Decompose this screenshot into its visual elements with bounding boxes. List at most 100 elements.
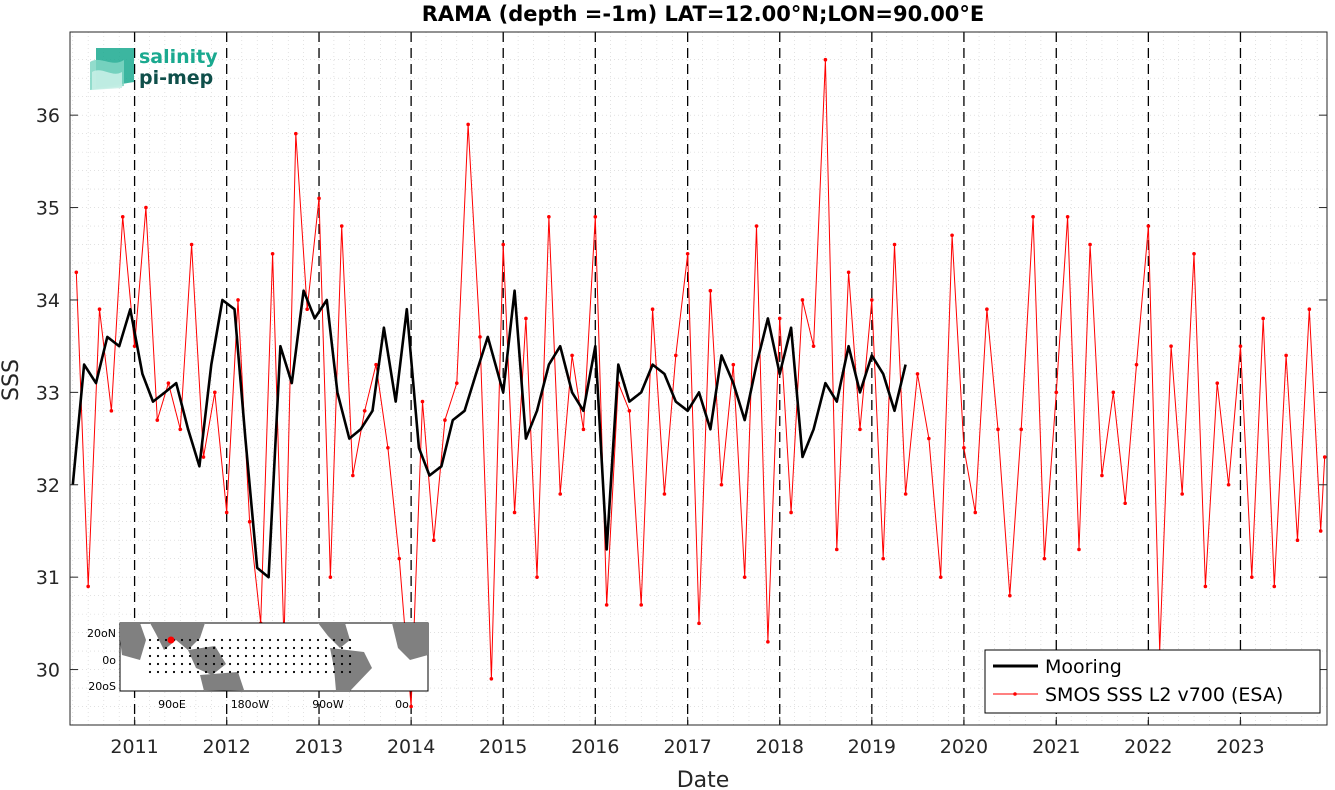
smos-point xyxy=(558,492,563,496)
y-tick-label: 35 xyxy=(36,198,60,220)
inset-site-dot xyxy=(284,654,288,658)
inset-site-dot xyxy=(204,638,208,642)
inset-site-dot xyxy=(332,670,336,674)
inset-site-dot xyxy=(276,646,280,650)
inset-site-dot xyxy=(180,638,184,642)
inset-site-dot xyxy=(244,670,248,674)
smos-point xyxy=(927,436,931,441)
inset-site-dot xyxy=(252,638,256,642)
inset-site-dot xyxy=(164,670,168,674)
x-tick-label: 2018 xyxy=(756,736,804,758)
inset-site-dot xyxy=(284,662,288,666)
inset-land-australia xyxy=(200,672,244,691)
inset-site-dot xyxy=(300,662,304,666)
inset-site-dot xyxy=(156,670,160,674)
smos-point xyxy=(1215,381,1220,385)
logo-waves-icon xyxy=(90,48,134,90)
inset-land-south-america xyxy=(330,648,372,691)
y-tick-label: 34 xyxy=(36,290,60,312)
inset-site-dot xyxy=(148,638,152,642)
smos-point xyxy=(639,603,644,607)
smos-point xyxy=(213,390,217,395)
inset-land-indonesia xyxy=(188,646,226,675)
smos-point xyxy=(201,455,206,459)
smos-point xyxy=(846,270,851,275)
inset-site-dot xyxy=(348,662,352,666)
inset-site-dot xyxy=(236,662,240,666)
x-tick-label: 2022 xyxy=(1124,736,1172,758)
inset-site-dot xyxy=(212,638,216,642)
inset-site-dot xyxy=(252,654,256,658)
x-tick-label: 2019 xyxy=(848,736,896,758)
smos-point xyxy=(339,224,344,228)
inset-site-dot xyxy=(324,670,328,674)
inset-lon-label: 0o xyxy=(395,698,409,711)
smos-point xyxy=(950,233,954,238)
smos-point xyxy=(973,510,978,515)
logo-line2: pi-mep xyxy=(139,67,213,89)
smos-point xyxy=(697,621,701,626)
smos-point xyxy=(109,409,114,413)
smos-point xyxy=(397,556,402,561)
inset-site-dot xyxy=(324,638,328,642)
smos-point xyxy=(903,492,908,496)
inset-site-dot xyxy=(332,646,336,650)
inset-site-dot xyxy=(292,646,296,650)
smos-point xyxy=(1272,584,1277,589)
inset-site-dot xyxy=(348,638,352,642)
smos-point xyxy=(294,131,298,136)
y-tick-label: 30 xyxy=(36,660,60,682)
inset-site-dot xyxy=(284,646,288,650)
inset-site-dot xyxy=(292,654,296,658)
smos-point xyxy=(881,556,885,561)
inset-site-dot xyxy=(180,670,184,674)
smos-point xyxy=(386,446,390,450)
salinity-pimep-logo: salinity pi-mep xyxy=(90,46,218,90)
inset-site-dot xyxy=(260,670,264,674)
smos-point xyxy=(478,335,482,339)
smos-point xyxy=(1111,390,1116,395)
inset-lon-label: 90oE xyxy=(158,698,186,711)
smos-point xyxy=(432,538,436,542)
inset-site-dot xyxy=(268,646,272,650)
inset-site-dot xyxy=(172,646,176,650)
inset-site-dot xyxy=(260,638,264,642)
inset-site-dot xyxy=(316,638,320,642)
smos-point xyxy=(443,418,447,422)
mooring-series xyxy=(71,289,907,579)
inset-land-africa xyxy=(120,623,146,660)
smos-point xyxy=(627,409,632,413)
smos-point xyxy=(858,427,862,432)
smos-point xyxy=(1088,242,1092,247)
legend-label-mooring: Mooring xyxy=(1045,656,1122,678)
inset-site-dot xyxy=(220,646,224,650)
inset-site-dot xyxy=(284,670,288,674)
smos-point xyxy=(409,704,413,709)
inset-site-dot xyxy=(164,646,168,650)
inset-site-dot xyxy=(332,638,336,642)
inset-site-dot xyxy=(316,646,320,650)
inset-site-dot xyxy=(212,670,216,674)
smos-point xyxy=(1226,482,1231,487)
x-axis-ticks: 2011 2012 2013 2014 2015 2016 2017 2018 2019 2020… xyxy=(110,717,1265,758)
smos-point xyxy=(1008,593,1012,598)
inset-land-asia xyxy=(150,623,205,650)
smos-point xyxy=(754,224,759,228)
smos-point xyxy=(512,510,517,515)
smos-point xyxy=(800,298,805,302)
smos-point xyxy=(236,298,240,302)
inset-site-dot xyxy=(148,662,152,666)
inset-site-dot xyxy=(348,654,352,658)
smos-point xyxy=(1146,224,1151,228)
inset-site-dot xyxy=(316,654,320,658)
inset-site-dot xyxy=(308,638,312,642)
smos-point xyxy=(570,353,574,358)
inset-site-dot xyxy=(340,670,344,674)
inset-site-dot xyxy=(276,662,280,666)
inset-lat-labels: 20oN 0o 20oS xyxy=(87,627,116,693)
y-tick-label: 36 xyxy=(36,105,60,127)
smos-point xyxy=(178,427,183,432)
inset-site-dot xyxy=(340,662,344,666)
inset-site-dot xyxy=(292,662,296,666)
inset-site-dot xyxy=(204,654,208,658)
